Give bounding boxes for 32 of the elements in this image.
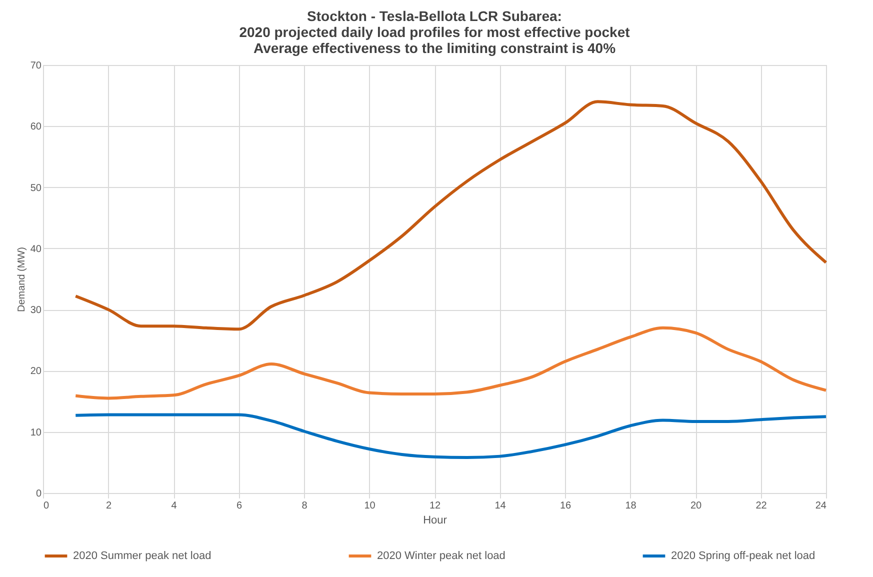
- x-tick-label: 22: [756, 500, 768, 512]
- x-tick-label: 14: [494, 500, 506, 512]
- y-tick-label: 50: [30, 182, 42, 194]
- text: 2020 projected daily load profiles for most effective pocket: [239, 24, 630, 40]
- y-tick-label: 30: [30, 305, 42, 316]
- x-axis-title: Hour: [423, 514, 448, 526]
- y-tick-label: 10: [30, 427, 42, 438]
- y-tick-label: 70: [30, 60, 42, 72]
- y-tick-label: 60: [30, 122, 42, 133]
- x-tick-label: 0: [44, 500, 50, 512]
- legend-label: 2020 Spring off-peak net load: [671, 550, 816, 562]
- y-tick-label: 20: [30, 366, 42, 378]
- x-tick-label: 16: [560, 500, 572, 512]
- x-tick-label: 24: [815, 500, 827, 512]
- y-tick-label: 40: [30, 244, 42, 255]
- x-tick-label: 6: [236, 500, 242, 512]
- y-axis-title: Demand (MW): [16, 246, 28, 312]
- legend-label: 2020 Summer peak net load: [73, 550, 212, 562]
- x-tick-label: 2: [106, 500, 112, 512]
- x-tick-label: 18: [625, 500, 637, 512]
- text: Average effectiveness to the limiting constraint is 40%: [253, 40, 616, 56]
- line-series: [74, 326, 828, 400]
- line-series: [74, 413, 828, 460]
- x-tick-label: 4: [171, 500, 178, 512]
- y-tick-label: 0: [36, 488, 42, 500]
- x-tick-label: 8: [302, 500, 308, 512]
- x-tick-label: 10: [364, 500, 376, 512]
- line-series: [74, 100, 828, 331]
- x-tick-label: 20: [690, 500, 702, 512]
- x-tick-label: 12: [429, 500, 441, 512]
- legend-label: 2020 Winter peak net load: [377, 550, 506, 562]
- text: Stockton - Tesla-Bellota LCR Subarea:: [307, 8, 562, 24]
